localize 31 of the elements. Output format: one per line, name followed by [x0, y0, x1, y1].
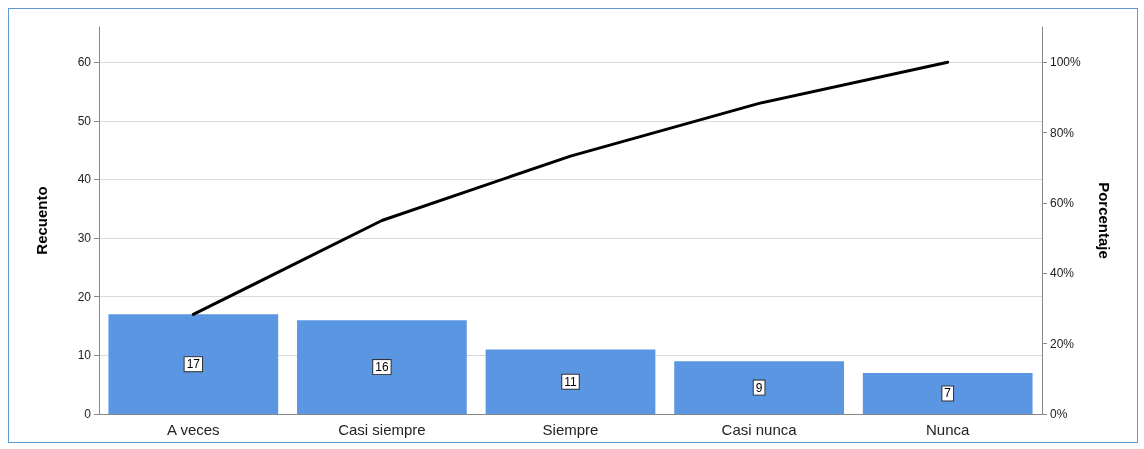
- x-tick-label: Nunca: [926, 421, 971, 438]
- y2-tick-label: 0%: [1050, 407, 1068, 421]
- data-label: 9: [755, 380, 763, 395]
- x-tick-label: Siempre: [542, 421, 599, 438]
- bar: [485, 349, 656, 414]
- y-tick-label: 50: [77, 113, 92, 128]
- y2-axis-title: Porcentaje: [1096, 182, 1113, 259]
- y-tick-label: 40: [77, 172, 92, 187]
- data-label: 16: [375, 360, 389, 375]
- y2-tick-label: 40%: [1050, 266, 1075, 281]
- y2-tick-label: 60%: [1050, 195, 1075, 210]
- y2-tick-label: 20%: [1050, 336, 1075, 351]
- y-tick-label: 0: [84, 407, 92, 421]
- y-axis-title: Recuento: [33, 186, 50, 255]
- x-tick-label: Casi nunca: [721, 421, 798, 438]
- y2-tick-label: 80%: [1050, 125, 1075, 140]
- y-tick-label: 20: [77, 289, 92, 304]
- bar: [108, 314, 279, 414]
- x-tick-label: A veces: [167, 421, 220, 438]
- y-tick-label: 10: [77, 348, 92, 363]
- data-label: 17: [186, 357, 201, 372]
- bar: [862, 372, 1033, 414]
- bar: [297, 320, 467, 414]
- bar: [674, 361, 844, 414]
- y-tick-label: 30: [77, 231, 92, 246]
- y2-tick-label: 100%: [1050, 55, 1082, 70]
- y-tick-label: 60: [77, 55, 92, 70]
- x-tick-label: Casi siempre: [338, 421, 426, 438]
- data-label: 11: [564, 374, 578, 389]
- line-series: [191, 60, 950, 316]
- data-label: 7: [944, 386, 952, 401]
